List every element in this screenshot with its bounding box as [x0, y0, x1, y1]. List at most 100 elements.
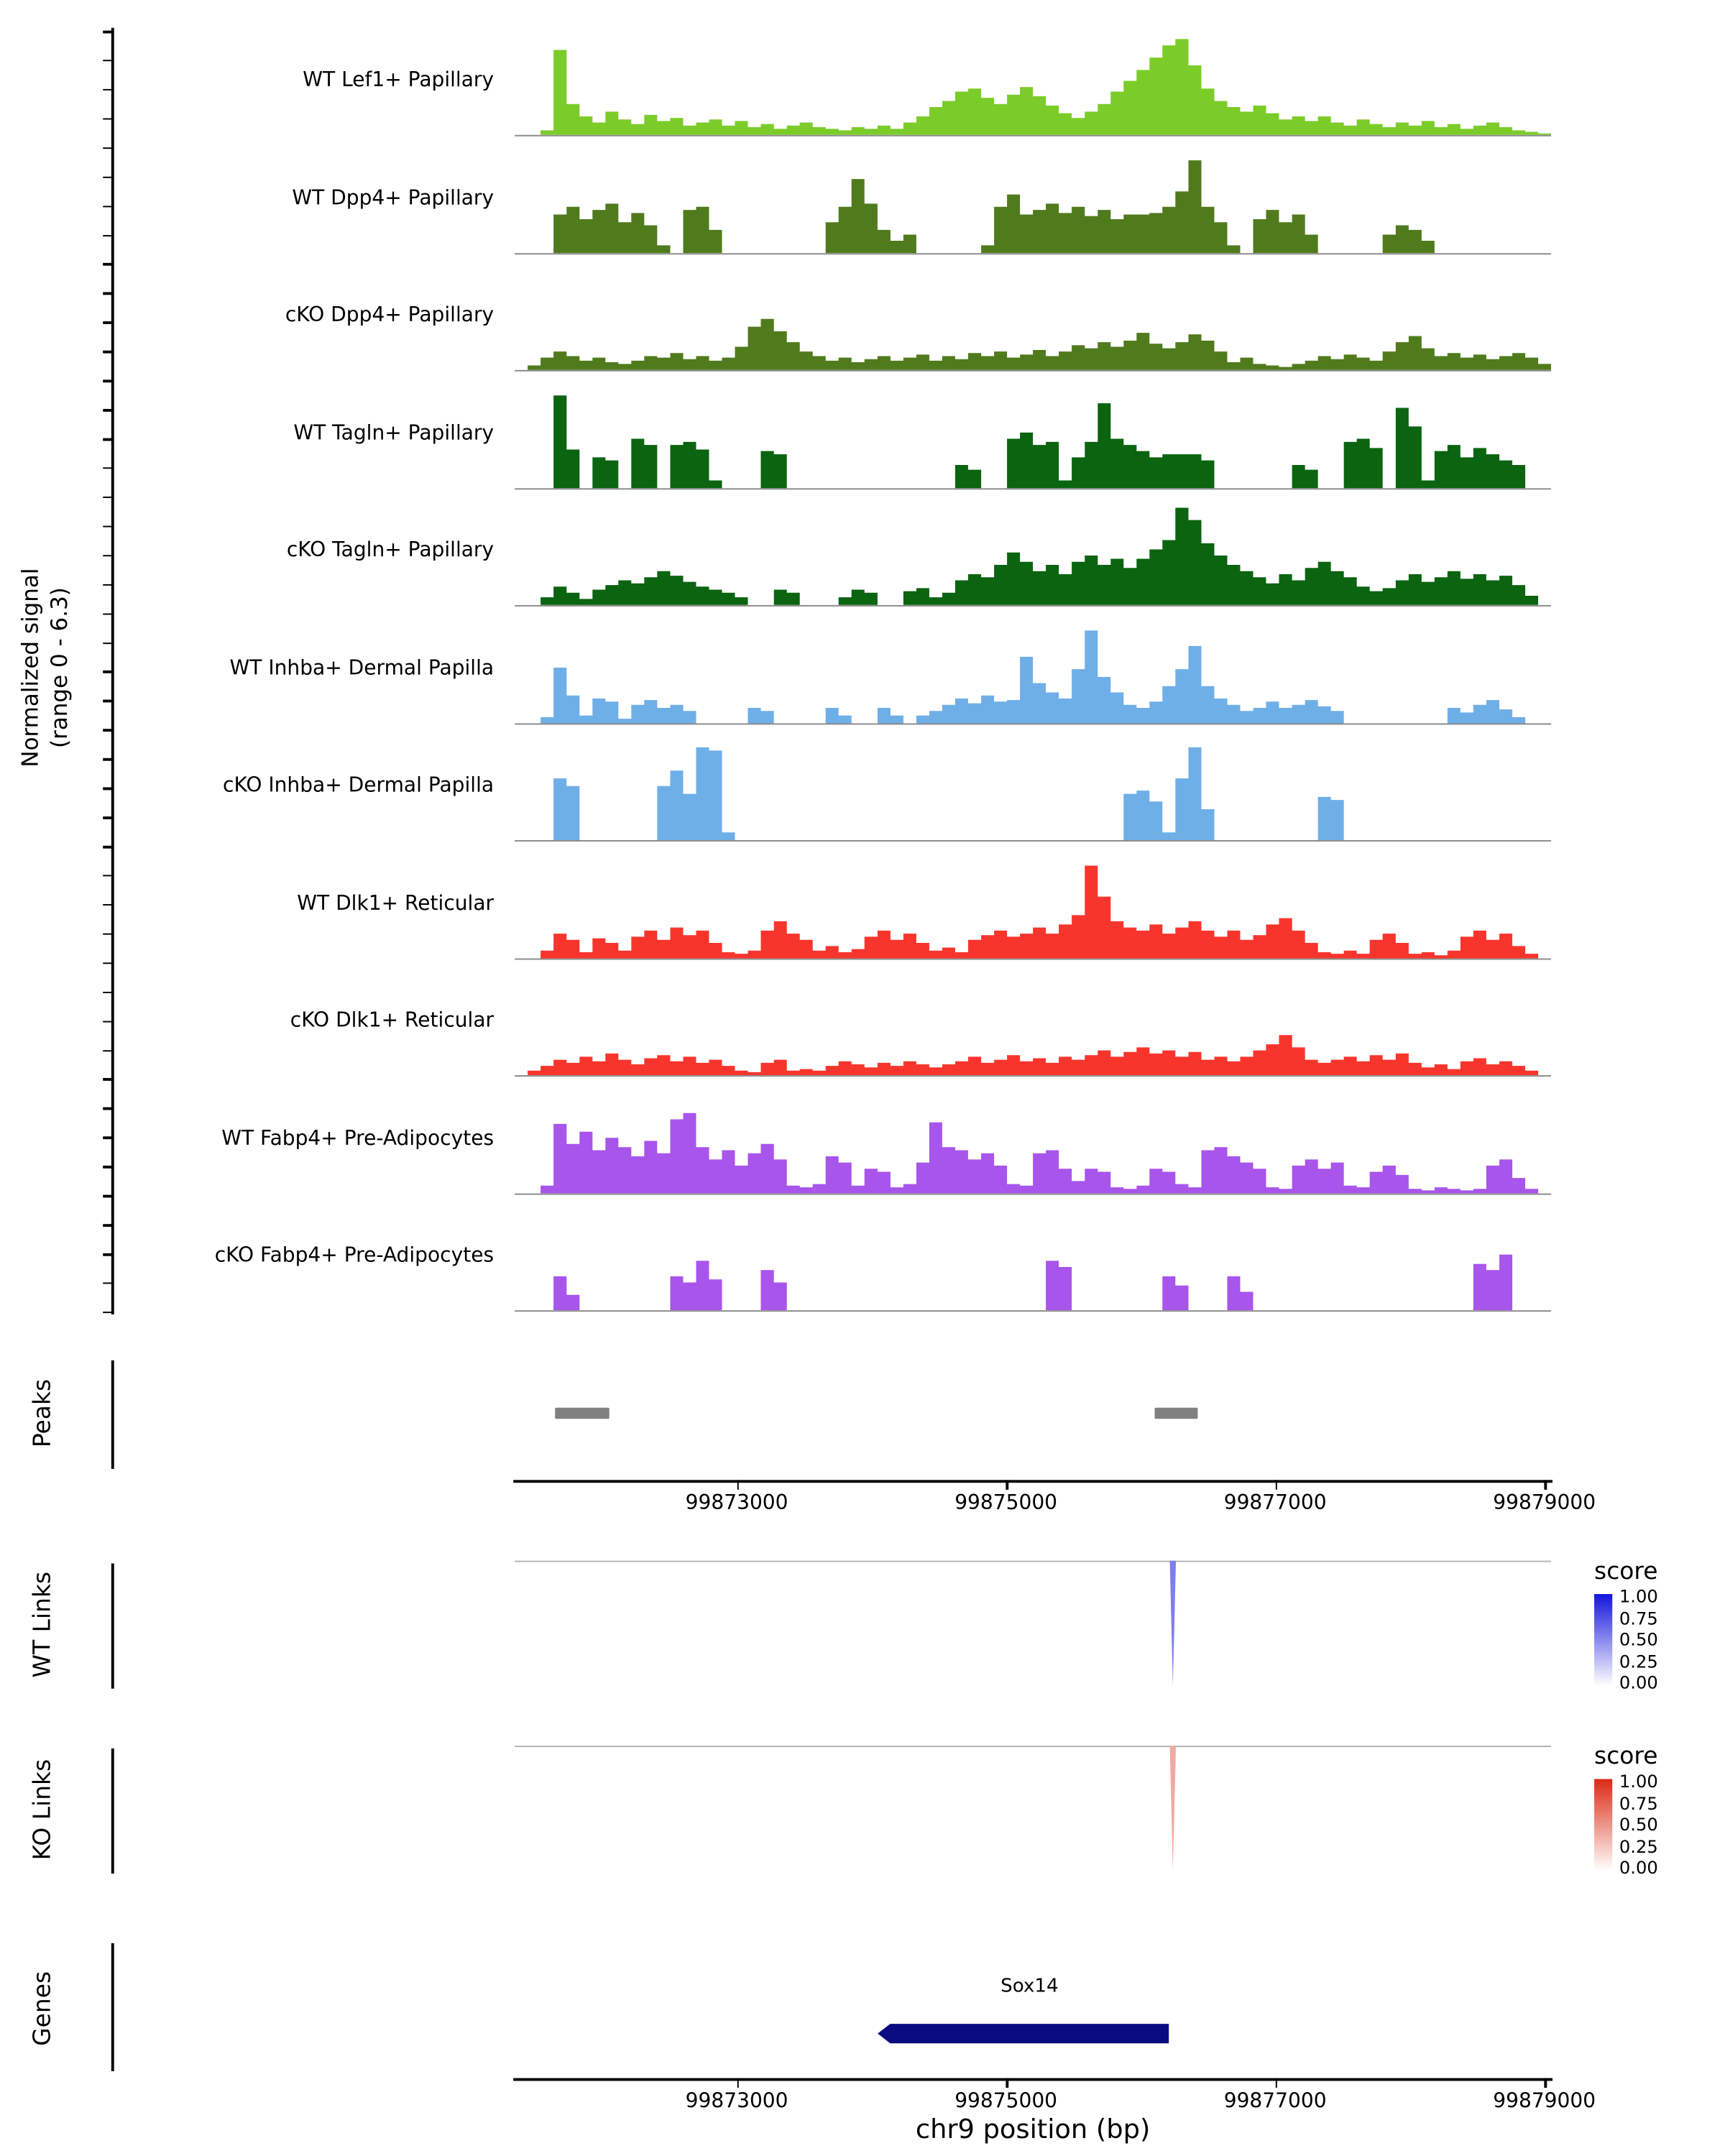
y-axis-tick [102, 30, 112, 33]
y-axis-tick [102, 700, 112, 703]
track-label: WT Lef1+ Papillary [303, 69, 494, 92]
track-signal [515, 865, 1552, 958]
track-label: WT Inhba+ Dermal Papilla [229, 657, 494, 680]
legend-tick-label: 0.75 [1619, 1792, 1658, 1813]
ko-links-axis-line [111, 1748, 114, 1874]
legend-tick-label: 0.25 [1619, 1835, 1658, 1856]
y-axis-tick [102, 1078, 112, 1081]
track-row: WT Dlk1+ Reticular [0, 848, 1725, 966]
y-axis-tick [102, 321, 112, 324]
track-row: cKO Dlk1+ Reticular [0, 965, 1725, 1083]
track-baseline [515, 957, 1552, 959]
track-baseline [515, 369, 1552, 372]
x-axis-tick-label: 99873000 [685, 1492, 788, 1515]
y-axis-tick [102, 1311, 112, 1314]
y-axis-tick [102, 1253, 112, 1256]
signal-area [515, 630, 1552, 723]
legend-tick-label: 0.00 [1619, 1672, 1658, 1693]
ko-links-plot [1169, 1746, 1177, 1871]
wt-links-axis-line [111, 1563, 114, 1689]
y-axis-tick [102, 176, 112, 179]
y-axis-tick [102, 88, 112, 91]
wt-legend-title: score [1594, 1557, 1658, 1586]
track-baseline [515, 134, 1552, 137]
signal-area [515, 39, 1552, 135]
y-axis-tick [102, 875, 112, 877]
legend-tick-label: 1.00 [1619, 1585, 1658, 1607]
gene-body [878, 2024, 1169, 2044]
track-row: WT Fabp4+ Pre-Adipocytes [0, 1083, 1725, 1201]
y-axis-tick [102, 758, 112, 761]
track-signal [515, 39, 1552, 135]
track-baseline [515, 604, 1552, 607]
track-label: cKO Dpp4+ Papillary [285, 304, 494, 327]
y-axis-tick [102, 845, 112, 848]
track-signal [515, 630, 1552, 723]
y-axis-tick [102, 584, 112, 586]
track-row: cKO Inhba+ Dermal Papilla [0, 730, 1725, 848]
wt-score-legend: score 1.00 0.75 0.50 0.25 0.00 [1594, 1558, 1725, 1693]
y-axis-tick [102, 787, 112, 790]
peak-interval [1154, 1407, 1197, 1419]
signal-area [515, 160, 1552, 253]
ko-legend-gradient-bar [1594, 1779, 1613, 1871]
x-axis-tick-label: 99877000 [1223, 2091, 1327, 2113]
x-axis-line [513, 1480, 1552, 1483]
track-baseline [515, 840, 1552, 842]
x-axis-tick-label: 99875000 [954, 2091, 1058, 2113]
wt-legend-gradient-bar [1594, 1594, 1613, 1686]
signal-area [515, 1112, 1552, 1193]
track-baseline [515, 1310, 1552, 1312]
track-row: WT Inhba+ Dermal Papilla [0, 613, 1725, 731]
y-axis-tick [102, 147, 112, 149]
track-signal [515, 318, 1552, 370]
y-axis-tick [102, 933, 112, 936]
track-label: WT Dlk1+ Reticular [297, 892, 494, 915]
signal-tracks: WT Lef1+ Papillary WT Dpp4+ Papillary cK… [0, 25, 1725, 1319]
y-axis-tick [102, 1282, 112, 1285]
track-baseline [515, 252, 1552, 254]
gene-track [878, 2024, 1169, 2044]
x-axis-tick [737, 2078, 740, 2088]
signal-area [515, 507, 1552, 605]
y-axis-tick [102, 554, 112, 557]
track-row: WT Dpp4+ Papillary [0, 142, 1725, 260]
y-axis-tick [102, 612, 112, 615]
track-baseline [515, 1075, 1552, 1077]
signal-area [515, 747, 1552, 841]
track-signal [515, 160, 1552, 253]
signal-area [515, 865, 1552, 958]
wt-link-arc [1169, 1560, 1177, 1686]
track-label: WT Dpp4+ Papillary [292, 187, 494, 210]
signal-area [515, 1254, 1552, 1311]
track-signal [515, 1254, 1552, 1311]
y-axis-tick [102, 991, 112, 994]
ko-legend-tick-labels: 1.00 0.75 0.50 0.25 0.00 [1619, 1772, 1658, 1878]
x-axis-tick-label: 99879000 [1493, 2091, 1596, 2113]
signal-area [515, 318, 1552, 370]
ko-legend-title: score [1594, 1743, 1658, 1771]
y-axis-tick [102, 438, 112, 441]
wt-links-baseline [515, 1560, 1552, 1563]
track-label: cKO Fabp4+ Pre-Adipocytes [214, 1245, 494, 1268]
signal-area [515, 1035, 1552, 1076]
x-axis-tick [1275, 2078, 1278, 2088]
x-axis-tick [1275, 1480, 1278, 1490]
y-axis-tick [102, 1020, 112, 1023]
y-axis-tick [102, 409, 112, 412]
x-axis-tick [1544, 2078, 1547, 2088]
y-axis-tick [102, 496, 112, 499]
y-axis-tick [102, 467, 112, 470]
ko-score-legend: score 1.00 0.75 0.50 0.25 0.00 [1594, 1743, 1725, 1878]
y-axis-tick [102, 292, 112, 295]
y-axis-tick [102, 525, 112, 528]
track-label: WT Tagln+ Papillary [293, 422, 494, 445]
y-axis-tick [102, 729, 112, 732]
track-row: cKO Dpp4+ Papillary [0, 260, 1725, 378]
y-axis-line [111, 27, 114, 1315]
track-signal [515, 395, 1552, 488]
track-signal [515, 1035, 1552, 1076]
y-axis-tick [102, 962, 112, 964]
peak-interval [555, 1407, 610, 1419]
